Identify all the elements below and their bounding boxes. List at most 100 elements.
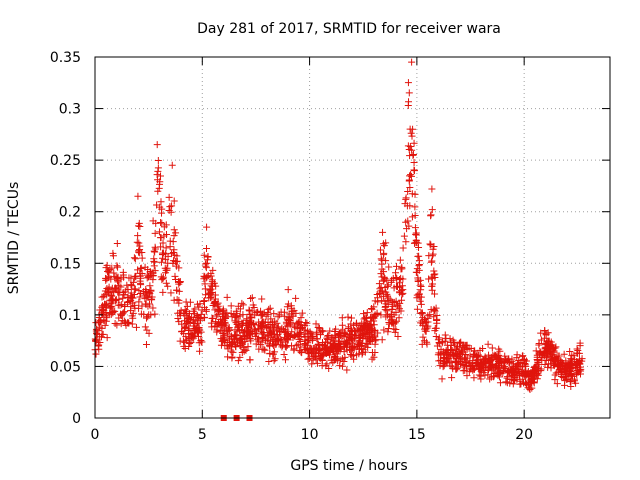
data-point (485, 364, 493, 372)
data-point (513, 351, 521, 359)
data-point (159, 275, 167, 283)
data-point (497, 368, 505, 376)
data-point (181, 338, 189, 346)
data-point (457, 338, 465, 346)
data-point (380, 251, 388, 259)
data-point (526, 385, 534, 393)
data-point (200, 275, 208, 283)
data-point (154, 157, 162, 165)
data-point (567, 370, 575, 378)
data-point (310, 353, 318, 361)
data-point (225, 324, 233, 332)
data-point (150, 262, 158, 270)
data-point (268, 321, 276, 329)
data-point (173, 296, 181, 304)
data-point (411, 190, 419, 198)
data-point (413, 265, 421, 273)
data-point (232, 331, 240, 339)
data-point (138, 302, 146, 310)
data-point (447, 338, 455, 346)
data-point (303, 319, 311, 327)
data-point (537, 329, 545, 337)
data-point (578, 355, 586, 363)
y-axis-tick-labels: 0 0.05 0.1 0.15 0.2 0.25 0.3 0.35 (50, 50, 81, 427)
data-point (92, 350, 100, 358)
data-point (573, 358, 581, 366)
data-point (296, 325, 304, 333)
data-point (481, 366, 489, 374)
data-point (534, 359, 542, 367)
data-point (545, 337, 553, 345)
data-point (207, 290, 215, 298)
data-point (433, 315, 441, 323)
data-point (345, 334, 353, 342)
data-point (389, 302, 397, 310)
data-point (213, 326, 221, 334)
data-point (541, 360, 549, 368)
data-point (170, 257, 178, 265)
data-point (170, 296, 178, 304)
data-point (192, 324, 200, 332)
data-point (532, 347, 540, 355)
data-point (112, 284, 120, 292)
data-point (166, 243, 174, 251)
data-point (208, 282, 216, 290)
data-point (185, 327, 193, 335)
data-point (240, 329, 248, 337)
data-point (428, 273, 436, 281)
data-point (96, 323, 104, 331)
data-point (359, 349, 367, 357)
data-point (158, 205, 166, 213)
data-point (274, 323, 282, 331)
data-point (415, 257, 423, 265)
data-point (398, 296, 406, 304)
x-tick-label: 20 (515, 427, 533, 443)
data-point (376, 246, 384, 254)
data-point (190, 310, 198, 318)
data-point (527, 371, 535, 379)
data-point (423, 338, 431, 346)
data-point (380, 326, 388, 334)
data-point (170, 197, 178, 205)
data-point (258, 333, 266, 341)
data-point (383, 307, 391, 315)
data-point (114, 278, 122, 286)
data-point (335, 329, 343, 337)
data-point (166, 203, 174, 211)
data-point (393, 275, 401, 283)
data-point (212, 318, 220, 326)
data-point (368, 348, 376, 356)
data-point (234, 323, 242, 331)
data-point (136, 272, 144, 280)
data-point (418, 340, 426, 348)
data-point (137, 264, 145, 272)
y-tick-label: 0.05 (50, 359, 81, 375)
data-point (409, 151, 417, 159)
data-point (419, 333, 427, 341)
data-point (157, 258, 165, 266)
y-tick-label: 0.3 (59, 102, 81, 118)
data-point (159, 251, 167, 259)
data-point (354, 340, 362, 348)
data-point (122, 319, 130, 327)
data-point (384, 282, 392, 290)
data-point (410, 139, 418, 147)
data-point (415, 290, 423, 298)
data-point (131, 255, 139, 263)
data-point (223, 293, 231, 301)
data-point (202, 291, 210, 299)
data-point (286, 316, 294, 324)
data-point (96, 318, 104, 326)
data-point (292, 341, 300, 349)
data-point (282, 320, 290, 328)
data-point (198, 338, 206, 346)
data-point (222, 322, 230, 330)
data-point (391, 328, 399, 336)
data-point (378, 256, 386, 264)
data-point-peak (153, 141, 161, 149)
y-tick-label: 0.15 (50, 256, 81, 272)
data-point (576, 370, 584, 378)
data-point (234, 357, 242, 365)
data-point (459, 367, 467, 375)
